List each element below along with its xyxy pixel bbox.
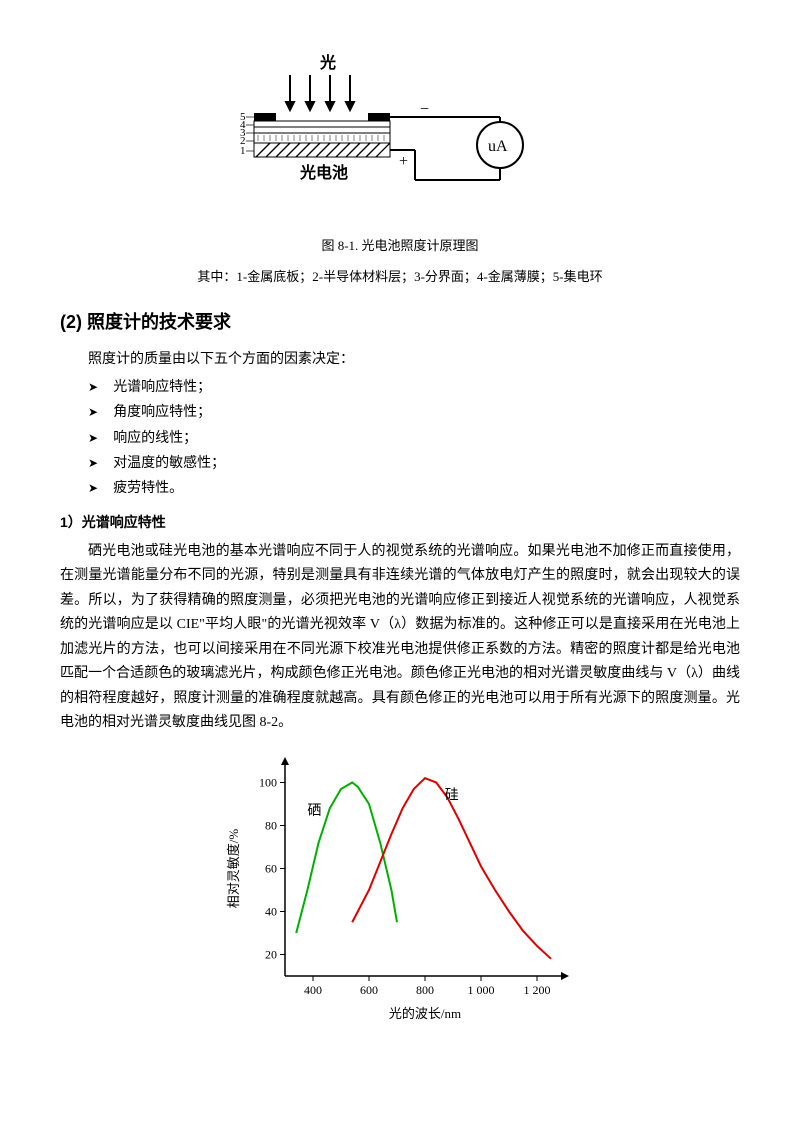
svg-text:100: 100 (259, 775, 277, 789)
photocell-diagram-svg: 光 5 4 3 2 1 (220, 50, 580, 220)
subsection-heading: 1）光谱响应特性 (60, 511, 740, 533)
photocell-body (254, 113, 390, 157)
figure-8-1: 光 5 4 3 2 1 (60, 50, 740, 288)
list-item: 角度响应特性； (88, 400, 740, 425)
meter-label: uA (488, 138, 508, 155)
figure-8-2: 20 40 60 80 100 400 600 800 1 000 1 200 光的波长/nm 相对灵… (60, 746, 740, 1034)
svg-text:400: 400 (304, 983, 322, 997)
cell-label: 光电池 (299, 163, 348, 182)
list-item: 响应的线性； (88, 426, 740, 451)
spectral-response-paragraph: 硒光电池或硅光电池的基本光谱响应不同于人的视觉系统的光谱响应。如果光电池不加修正… (60, 540, 740, 736)
svg-text:硅: 硅 (445, 787, 459, 803)
list-item: 对温度的敏感性； (88, 451, 740, 476)
list-item: 光谱响应特性； (88, 375, 740, 400)
sensitivity-chart-svg: 20 40 60 80 100 400 600 800 1 000 1 200 光的波长/nm 相对灵… (220, 746, 580, 1026)
svg-text:80: 80 (265, 818, 277, 832)
section-heading: (2) 照度计的技术要求 (60, 308, 740, 337)
layer-num-1: 1 (240, 145, 246, 157)
figure-8-1-caption: 图 8-1. 光电池照度计原理图 (60, 236, 740, 257)
svg-text:光的波长/nm: 光的波长/nm (389, 1006, 461, 1021)
light-label: 光 (319, 53, 336, 72)
svg-text:相对灵敏度/%: 相对灵敏度/% (226, 828, 241, 908)
svg-text:600: 600 (360, 983, 378, 997)
figure-8-1-legend: 其中：1-金属底板；2-半导体材料层；3-分界面；4-金属薄膜；5-集电环 (60, 267, 740, 288)
svg-text:硒: 硒 (307, 803, 321, 818)
plus-sign: + (399, 153, 408, 170)
intro-text: 照度计的质量由以下五个方面的因素决定： (60, 349, 740, 371)
minus-sign: − (420, 101, 429, 118)
svg-text:20: 20 (265, 947, 277, 961)
svg-text:40: 40 (265, 904, 277, 918)
svg-text:1 200: 1 200 (524, 983, 551, 997)
light-arrows (286, 75, 354, 110)
svg-text:60: 60 (265, 861, 277, 875)
layer-ticks (246, 117, 254, 151)
requirements-list: 光谱响应特性； 角度响应特性； 响应的线性； 对温度的敏感性； 疲劳特性。 (88, 375, 740, 501)
svg-text:1 000: 1 000 (468, 983, 495, 997)
list-item: 疲劳特性。 (88, 476, 740, 501)
svg-text:800: 800 (416, 983, 434, 997)
